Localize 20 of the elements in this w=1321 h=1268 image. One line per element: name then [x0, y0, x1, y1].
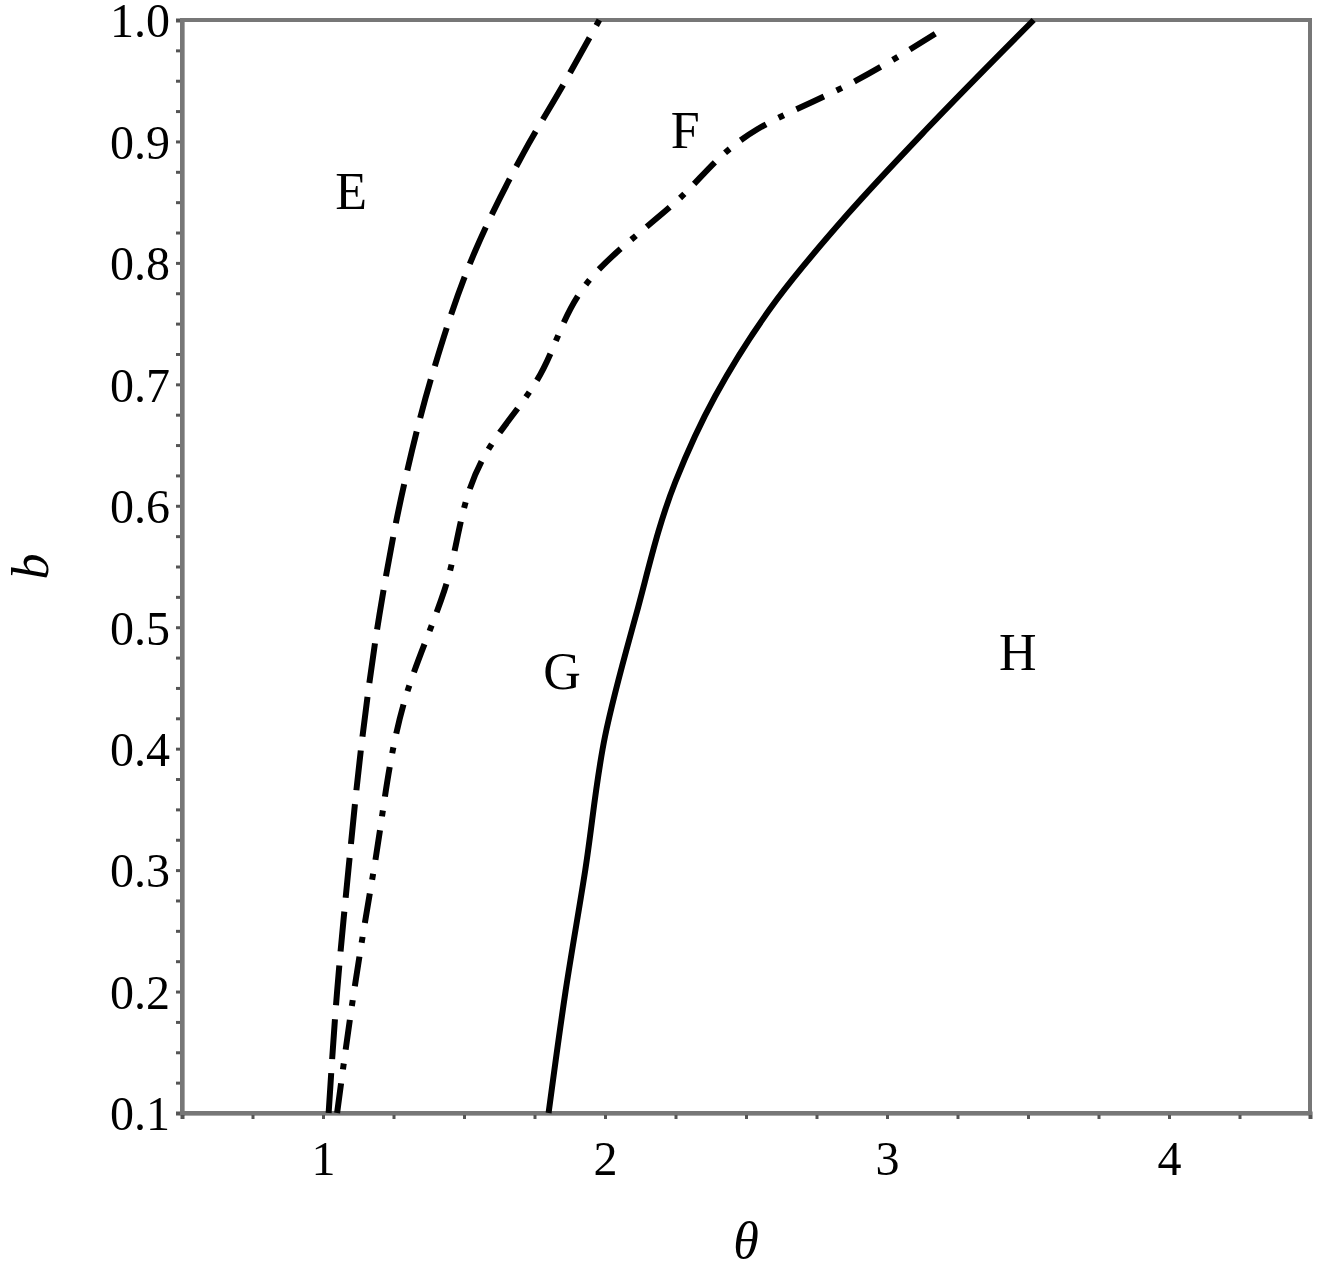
y-tick-label: 0.2	[110, 965, 170, 1019]
annotation: G	[543, 642, 581, 700]
x-tick-label: 4	[1157, 1131, 1182, 1185]
x-axis-title: θ	[733, 1212, 759, 1268]
x-tick-label: 3	[875, 1131, 900, 1185]
x-tick-label: 2	[593, 1131, 618, 1185]
y-tick-label: 1.0	[110, 0, 170, 48]
annotation: E	[335, 162, 368, 220]
y-tick-label: 0.4	[110, 722, 170, 776]
annotation: F	[670, 101, 700, 159]
x-tick-label: 1	[311, 1131, 336, 1185]
annotation: H	[999, 623, 1037, 681]
y-axis-title: b	[2, 553, 59, 580]
y-tick-label: 0.7	[110, 358, 170, 412]
y-tick-label: 0.9	[110, 115, 170, 169]
y-tick-label: 0.1	[110, 1087, 170, 1141]
y-tick-label: 0.6	[110, 480, 170, 534]
y-tick-label: 0.8	[110, 237, 170, 291]
y-tick-label: 0.5	[110, 601, 170, 655]
y-tick-label: 0.3	[110, 844, 170, 898]
